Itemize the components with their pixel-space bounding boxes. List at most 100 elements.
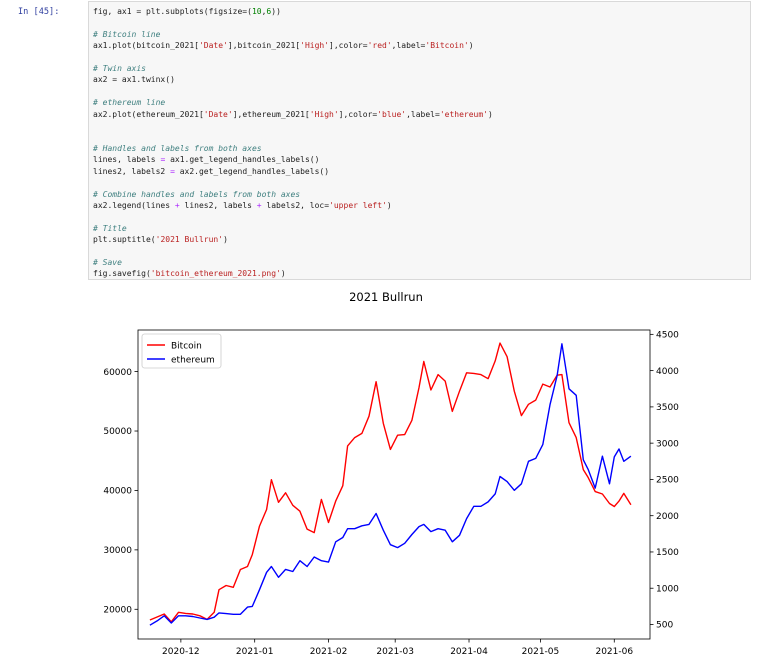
code-token: # Title: [93, 223, 127, 233]
y-right-tick-label: 1500: [656, 548, 679, 558]
code-line: # Twin axis: [93, 63, 493, 74]
code-token: 'bitcoin_ethereum_2021.png': [150, 269, 281, 279]
code-token: ax2.get_legend_handles_labels(): [174, 166, 330, 176]
code-line: ​: [93, 17, 493, 28]
series-line-ethereum: [149, 343, 632, 626]
y-right-tick-label: 2500: [656, 476, 679, 486]
chart-title: 2021 Bullrun: [349, 290, 423, 304]
code-line: plt.suptitle('2021 Bullrun'): [93, 234, 493, 245]
code-token: ,label=: [391, 41, 426, 51]
code-token: lines2, labels: [179, 200, 257, 210]
code-line: ​: [93, 120, 493, 131]
y-left-tick-label: 60000: [103, 368, 132, 378]
code-line: # ethereum line: [93, 97, 493, 108]
code-token: =: [160, 155, 166, 165]
code-token: ],ethereum_2021[: [232, 109, 310, 119]
code-line: ​: [93, 131, 493, 142]
code-line: ax2.legend(lines + lines2, labels + labe…: [93, 200, 493, 211]
y-right-tick-label: 3500: [656, 403, 679, 413]
code-line: # Title: [93, 223, 493, 234]
code-token: )): [271, 7, 281, 16]
y-right-tick-label: 1000: [656, 584, 679, 594]
code-token: '2021 Bullrun': [155, 235, 224, 245]
code-token: 'Date': [198, 41, 228, 51]
code-token: lines, labels: [93, 155, 161, 165]
code-token: 10: [251, 7, 262, 16]
series-line-bitcoin: [149, 342, 632, 623]
x-tick-label: 2020-12: [162, 647, 200, 657]
code-token: # Save: [93, 257, 122, 267]
code-cell[interactable]: fig, ax1 = plt.subplots(figsize=(10,6))​…: [88, 1, 751, 280]
code-line: ​: [93, 246, 493, 257]
bullrun-chart: 2021 Bullrun 2020-12 2021-01 2021-02 2021-0…: [103, 290, 679, 657]
code-token: ax2.legend(lines: [93, 200, 175, 210]
code-line: ​: [93, 177, 493, 188]
code-token: 'upper left': [329, 200, 387, 210]
code-token: ax2.plot(ethereum_2021[: [93, 109, 204, 119]
code-token: fig.savefig(: [93, 269, 151, 279]
plot-area: [137, 329, 651, 640]
code-token: ): [487, 109, 493, 119]
cell-prompt: In [45]:: [18, 7, 60, 17]
x-tick-label: 2021-05: [522, 647, 560, 657]
y-right-tick-label: 4500: [656, 331, 679, 341]
code-token: ): [468, 41, 474, 51]
y-left-tick-label: 20000: [103, 605, 132, 615]
code-token: 'High': [309, 109, 339, 119]
code-token: ],color=: [329, 41, 368, 51]
code-editor[interactable]: fig, ax1 = plt.subplots(figsize=(10,6))​…: [93, 6, 493, 280]
code-line: lines2, labels2 = ax2.get_legend_handles…: [93, 166, 493, 177]
code-line: fig.savefig('bitcoin_ethereum_2021.png'): [93, 268, 493, 279]
x-tick-label: 2021-01: [236, 647, 274, 657]
chart-legend: Bitcoin ethereum: [141, 333, 222, 369]
x-tick-label: 2021-04: [450, 647, 488, 657]
y-right-tick-label: 3000: [656, 439, 679, 449]
code-token: ax1.get_legend_handles_labels(): [165, 155, 320, 165]
x-tick-label: 2021-03: [376, 647, 414, 657]
code-token: 'ethereum': [439, 109, 488, 119]
y-left-tick-label: 50000: [103, 427, 132, 437]
code-line: lines, labels = ax1.get_legend_handles_l…: [93, 154, 493, 165]
code-token: # ethereum line: [93, 98, 166, 108]
y-right-tick-label: 2000: [656, 512, 679, 522]
y-left-tick-label: 40000: [103, 487, 132, 497]
code-token: ax2 = ax1.twinx(): [93, 75, 175, 85]
code-line: ​: [93, 86, 493, 97]
code-token: # Combine handles and labels from both a…: [93, 189, 301, 199]
code-token: 'blue': [377, 109, 407, 119]
code-token: # Bitcoin line: [93, 29, 161, 39]
x-tick-label: 2021-02: [310, 647, 348, 657]
legend-label-bitcoin: Bitcoin: [171, 341, 202, 351]
code-line: fig, ax1 = plt.subplots(figsize=(10,6)): [93, 6, 493, 17]
code-line: # Combine handles and labels from both a…: [93, 189, 493, 200]
code-token: ],color=: [338, 109, 378, 119]
code-token: 'Date': [203, 109, 233, 119]
code-token: 'High': [300, 41, 330, 51]
code-token: ): [223, 235, 228, 245]
code-line: # Handles and labels from both axes: [93, 143, 493, 154]
code-token: ax1.plot(bitcoin_2021[: [93, 41, 199, 51]
code-line: ax2 = ax1.twinx(): [93, 74, 493, 85]
code-line: # Bitcoin line: [93, 29, 493, 40]
code-line: ax2.plot(ethereum_2021['Date'],ethereum_…: [93, 109, 493, 120]
code-token: ,: [261, 7, 267, 16]
code-line: ax1.plot(bitcoin_2021['Date'],bitcoin_20…: [93, 40, 493, 51]
code-token: fig, ax1 = plt.subplots(figsize=(: [93, 7, 252, 16]
code-token: plt.suptitle(: [93, 235, 156, 245]
y-right-tick-label: 4000: [656, 367, 679, 377]
code-token: +: [174, 200, 180, 210]
code-line: ​: [93, 211, 493, 222]
code-token: lines2, labels2: [93, 166, 171, 176]
x-tick-label: 2021-06: [595, 647, 633, 657]
y-left-tick-label: 30000: [103, 546, 132, 556]
code-token: 'Bitcoin': [425, 41, 469, 51]
code-token: ): [386, 200, 392, 210]
code-token: ],bitcoin_2021[: [227, 41, 301, 51]
code-token: 6: [266, 7, 272, 16]
code-token: # Handles and labels from both axes: [93, 143, 262, 153]
code-token: labels2, loc=: [261, 200, 330, 210]
code-token: 'red': [367, 41, 392, 51]
code-token: +: [256, 200, 262, 210]
code-line: # Save: [93, 257, 493, 268]
code-token: ,label=: [406, 109, 440, 119]
